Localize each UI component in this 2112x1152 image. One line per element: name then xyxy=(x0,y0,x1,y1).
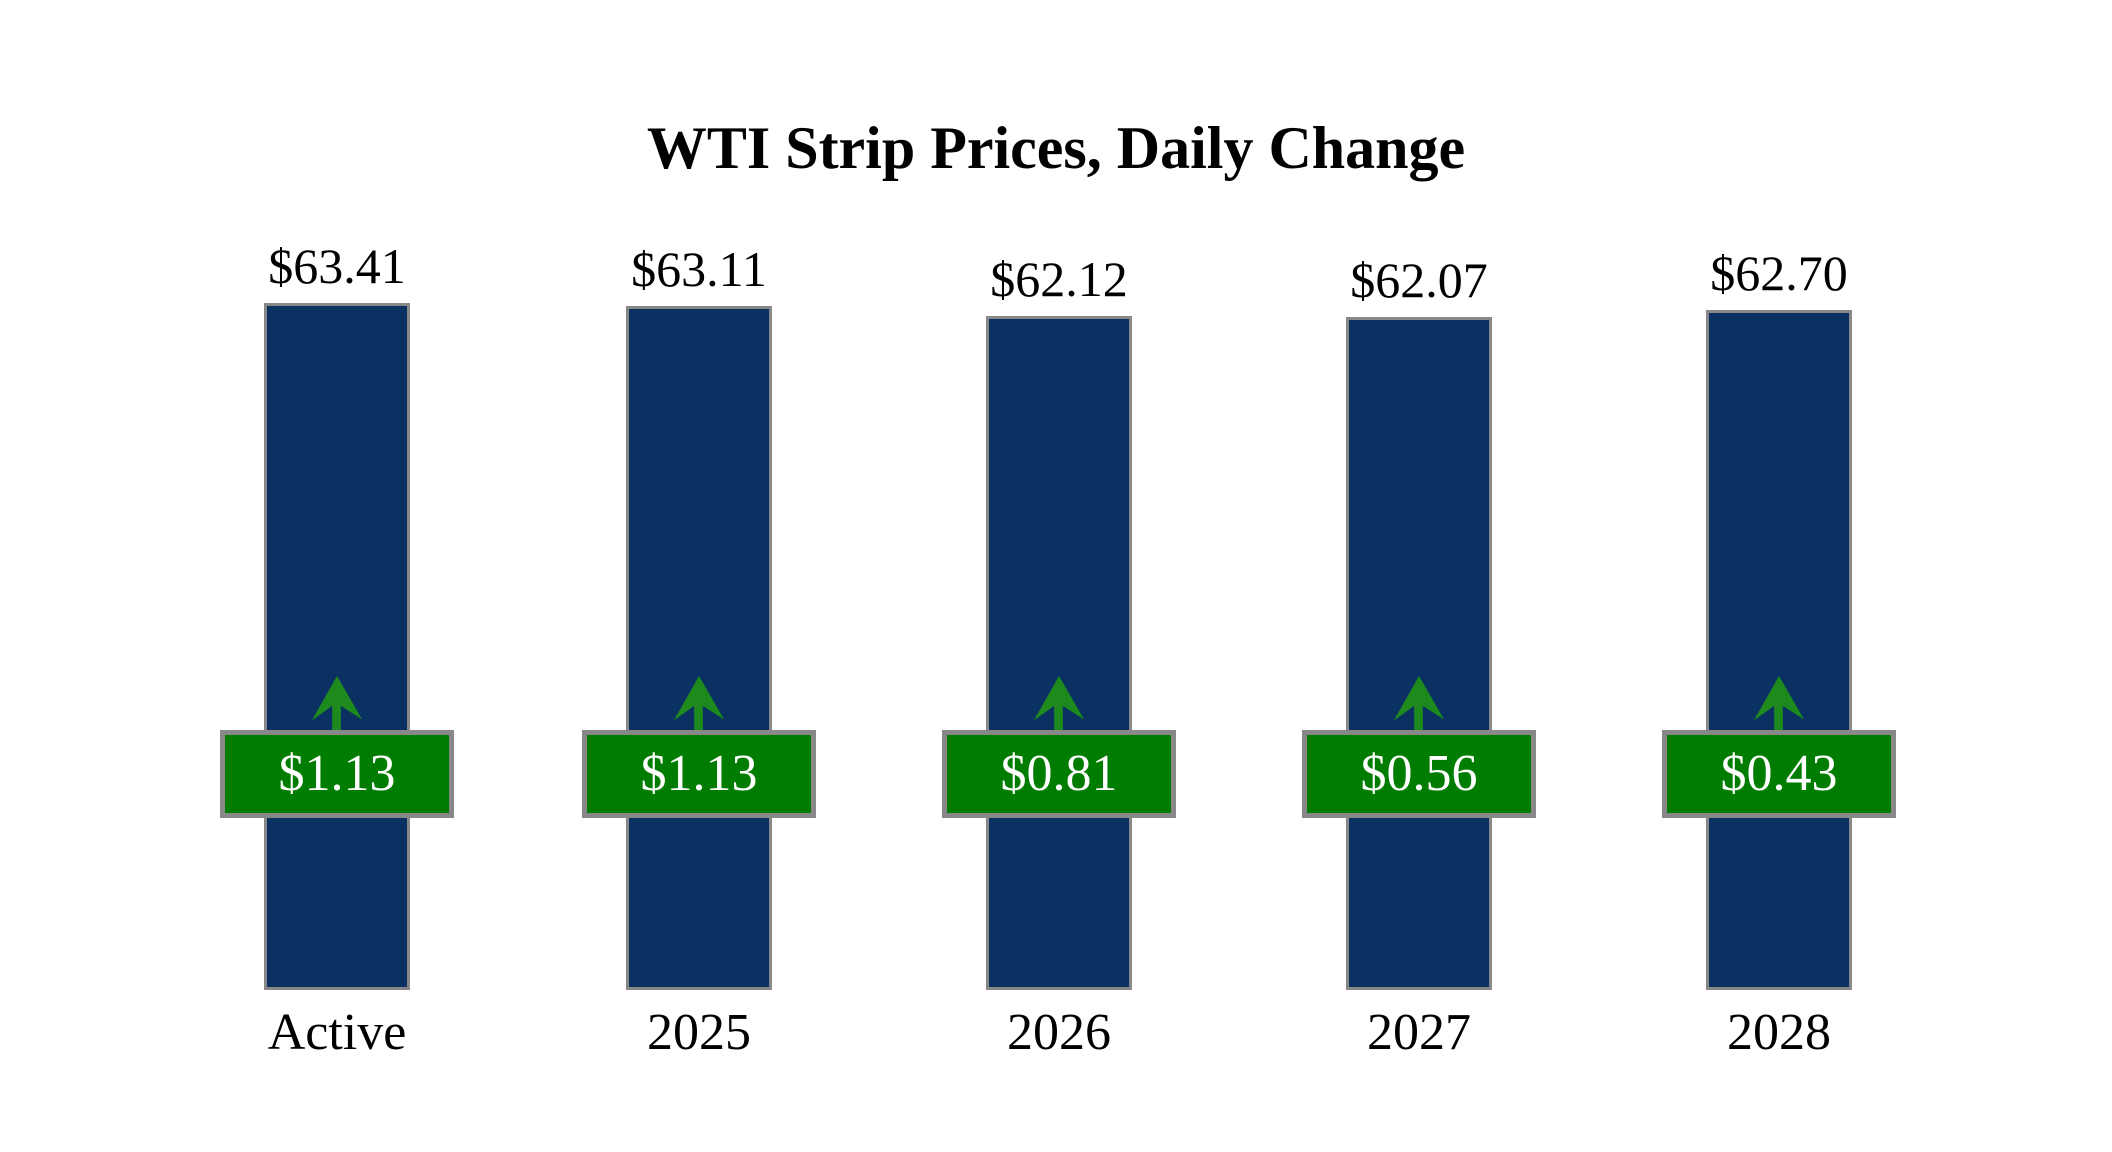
change-badge: $0.81 xyxy=(942,730,1176,818)
change-value: $1.13 xyxy=(278,745,396,802)
category-label: Active xyxy=(267,1004,407,1061)
category-label: 2025 xyxy=(647,1004,751,1061)
bar-group-2027: $62.07 $0.56 2027 xyxy=(1302,0,1536,1152)
bar xyxy=(1706,310,1852,990)
up-arrow-icon xyxy=(673,676,725,732)
change-badge: $0.43 xyxy=(1662,730,1896,818)
bar-group-2028: $62.70 $0.43 2028 xyxy=(1662,0,1896,1152)
bar xyxy=(1346,316,1492,990)
price-label: $62.70 xyxy=(1710,245,1848,302)
change-value: $0.43 xyxy=(1720,745,1838,802)
category-label: 2027 xyxy=(1367,1004,1471,1061)
change-badge: $0.56 xyxy=(1302,730,1536,818)
change-value: $0.56 xyxy=(1360,745,1478,802)
chart-title: WTI Strip Prices, Daily Change xyxy=(646,115,1466,181)
bar xyxy=(264,303,410,990)
category-label: 2028 xyxy=(1727,1004,1831,1061)
price-label: $62.12 xyxy=(990,251,1128,308)
change-value: $1.13 xyxy=(640,745,758,802)
up-arrow-icon xyxy=(311,676,363,732)
up-arrow-icon xyxy=(1033,676,1085,732)
bar-group-active: $63.41 $1.13 Active xyxy=(220,0,454,1152)
change-badge: $1.13 xyxy=(220,730,454,818)
bar-group-2026: $62.12 $0.81 2026 xyxy=(942,0,1176,1152)
change-badge: $1.13 xyxy=(582,730,816,818)
up-arrow-icon xyxy=(1393,676,1445,732)
bar xyxy=(986,316,1132,990)
up-arrow-icon xyxy=(1753,676,1805,732)
change-value: $0.81 xyxy=(1000,745,1118,802)
price-label: $63.11 xyxy=(631,241,767,298)
price-label: $63.41 xyxy=(268,238,406,294)
bar-group-2025: $63.11 $1.13 2025 xyxy=(582,0,816,1152)
category-label: 2026 xyxy=(1007,1004,1111,1061)
bar xyxy=(626,306,772,990)
price-label: $62.07 xyxy=(1350,251,1488,308)
